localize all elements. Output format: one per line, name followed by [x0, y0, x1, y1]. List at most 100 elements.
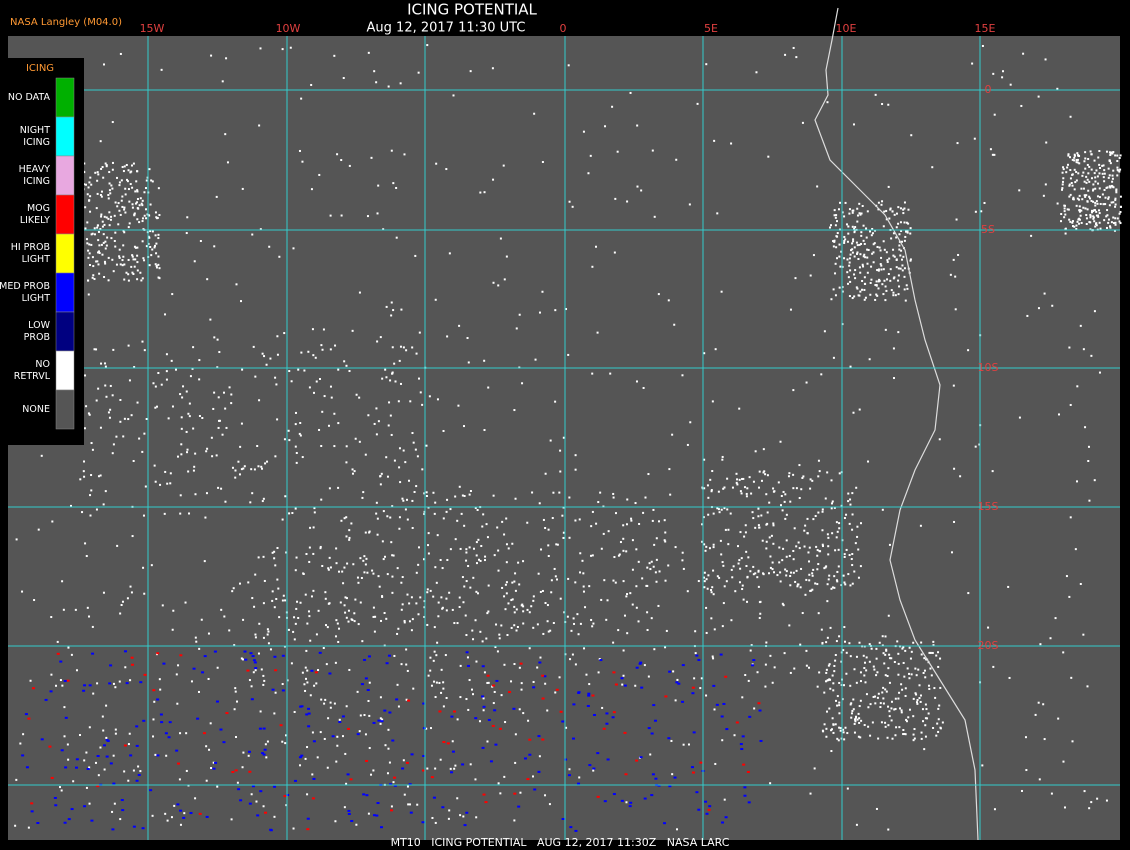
cloud-pixel [273, 815, 276, 818]
cloud-pixel [779, 504, 782, 507]
cloud-pixel [345, 535, 348, 538]
cloud-pixel [154, 263, 157, 266]
cloud-pixel [876, 671, 879, 674]
cloud-pixel [1093, 172, 1096, 175]
cloud-pixel [327, 567, 330, 570]
cloud-pixel [442, 681, 445, 684]
icing-pixel [48, 745, 52, 748]
cloud-pixel [499, 792, 502, 795]
cloud-pixel [753, 707, 756, 710]
icing-pixel [592, 767, 596, 770]
cloud-pixel [1089, 150, 1092, 153]
cloud-pixel [125, 163, 128, 166]
cloud-pixel [122, 435, 125, 438]
icing-pixel [135, 744, 139, 747]
cloud-pixel [348, 668, 351, 671]
cloud-pixel [418, 331, 421, 334]
cloud-pixel [902, 255, 905, 258]
cloud-pixel [15, 538, 18, 541]
cloud-pixel [113, 214, 116, 217]
cloud-pixel [842, 684, 845, 687]
icing-pixel [300, 754, 304, 757]
cloud-pixel [92, 265, 95, 268]
cloud-pixel [905, 221, 908, 224]
cloud-pixel [496, 650, 499, 653]
cloud-pixel [548, 803, 551, 806]
cloud-pixel [611, 105, 614, 108]
cloud-pixel [532, 599, 535, 602]
legend-label: MED PROB [0, 281, 50, 292]
cloud-pixel [99, 228, 102, 231]
cloud-pixel [991, 153, 994, 156]
cloud-pixel [859, 253, 862, 256]
cloud-pixel [833, 506, 836, 509]
cloud-pixel [155, 405, 158, 408]
cloud-pixel [903, 732, 906, 735]
cloud-pixel [532, 626, 535, 629]
cloud-pixel [1099, 227, 1102, 230]
cloud-pixel [908, 708, 911, 711]
cloud-pixel [416, 803, 419, 806]
cloud-pixel [159, 688, 162, 691]
cloud-pixel [516, 625, 519, 628]
cloud-pixel [905, 230, 908, 233]
cloud-pixel [1116, 154, 1119, 157]
cloud-pixel [758, 470, 761, 473]
cloud-pixel [1098, 163, 1101, 166]
cloud-pixel [338, 570, 341, 573]
cloud-pixel [867, 706, 870, 709]
cloud-pixel [1066, 163, 1069, 166]
icing-pixel [725, 728, 729, 731]
cloud-pixel [760, 479, 763, 482]
cloud-pixel [19, 742, 22, 745]
cloud-pixel [493, 690, 496, 693]
cloud-pixel [897, 279, 900, 282]
cloud-pixel [844, 238, 847, 241]
cloud-pixel [133, 213, 136, 216]
cloud-pixel [479, 559, 482, 562]
cloud-pixel [655, 537, 658, 540]
cloud-pixel [887, 103, 890, 106]
cloud-pixel [1102, 176, 1105, 179]
cloud-pixel [468, 493, 471, 496]
cloud-pixel [357, 581, 360, 584]
icing-pixel [691, 692, 695, 695]
icing-pixel [182, 816, 186, 819]
cloud-pixel [434, 767, 437, 770]
cloud-pixel [101, 715, 104, 718]
cloud-pixel [622, 537, 625, 540]
cloud-pixel [903, 267, 906, 270]
cloud-pixel [313, 511, 316, 514]
cloud-pixel [212, 761, 215, 764]
cloud-pixel [329, 348, 332, 351]
cloud-pixel [851, 553, 854, 556]
cloud-pixel [405, 498, 408, 501]
cloud-pixel [1092, 210, 1095, 213]
cloud-pixel [827, 536, 830, 539]
cloud-pixel [84, 542, 87, 545]
cloud-pixel [723, 486, 726, 489]
cloud-pixel [435, 681, 438, 684]
cloud-pixel [397, 627, 400, 630]
cloud-pixel [854, 716, 857, 719]
cloud-pixel [536, 623, 539, 626]
cloud-pixel [1095, 224, 1098, 227]
cloud-pixel [744, 524, 747, 527]
cloud-pixel [257, 465, 260, 468]
cloud-pixel [434, 821, 437, 824]
cloud-pixel [862, 239, 865, 242]
cloud-pixel [1098, 212, 1101, 215]
cloud-pixel [1088, 165, 1091, 168]
icing-pixel [651, 773, 655, 776]
cloud-pixel [124, 187, 127, 190]
cloud-pixel [826, 101, 829, 104]
cloud-pixel [133, 265, 136, 268]
cloud-pixel [1087, 157, 1090, 160]
cloud-pixel [953, 467, 956, 470]
cloud-pixel [160, 383, 163, 386]
icing-pixel [588, 764, 592, 767]
lon-label: 15W [140, 22, 165, 35]
legend-swatch [55, 194, 75, 235]
cloud-pixel [220, 487, 223, 490]
